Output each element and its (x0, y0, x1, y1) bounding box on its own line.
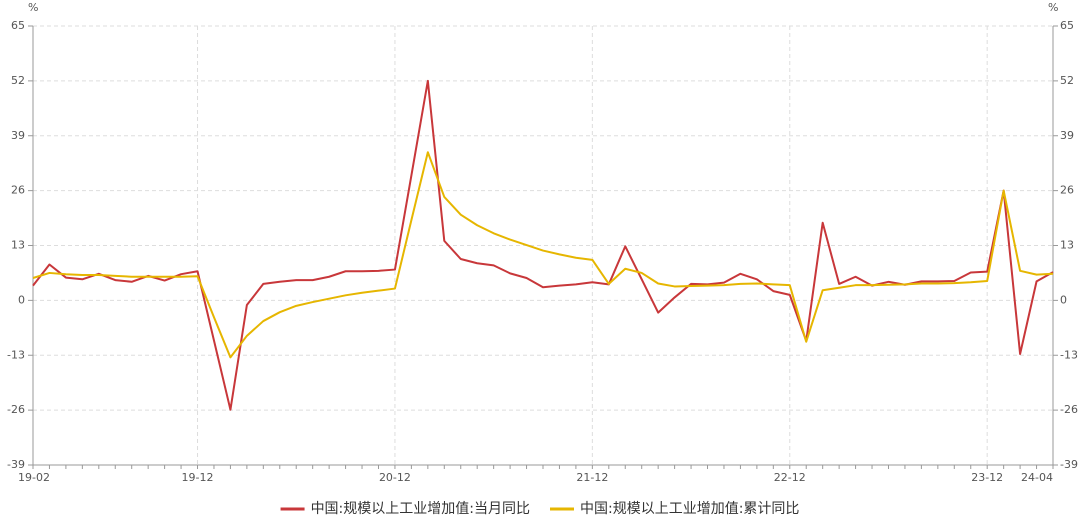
y2-tick-label: 13 (1060, 239, 1074, 252)
y-tick-label: 65 (11, 19, 25, 32)
legend-label: 中国:规模以上工业增加值:累计同比 (580, 501, 799, 517)
series-line (32, 79, 1054, 411)
y-tick-label: 13 (11, 239, 25, 252)
y2-tick-label: -13 (1060, 348, 1078, 361)
x-tick-label: 21-12 (576, 471, 608, 484)
y2-tick-label: 0 (1060, 293, 1067, 306)
y-tick-label: 39 (11, 129, 25, 142)
y-tick-label: 52 (11, 74, 25, 87)
x-tick-label: 23-12 (971, 471, 1003, 484)
legend-label: 中国:规模以上工业增加值:当月同比 (311, 501, 530, 517)
y2-tick-label: -39 (1060, 458, 1078, 471)
y2-tick-label: 39 (1060, 129, 1074, 142)
y-tick-label: 0 (18, 293, 25, 306)
x-tick-label: 22-12 (774, 471, 806, 484)
x-tick-label: 20-12 (379, 471, 411, 484)
y-tick-label: -39 (7, 458, 25, 471)
x-tick-label: 19-02 (18, 471, 50, 484)
y2-tick-label: 26 (1060, 184, 1074, 197)
y2-axis-unit: % (1048, 1, 1058, 14)
x-tick-label: 19-12 (182, 471, 214, 484)
y2-tick-label: 65 (1060, 19, 1074, 32)
y-tick-label: -26 (7, 403, 25, 416)
x-tick-label: 24-04 (1021, 471, 1053, 484)
y2-tick-label: 52 (1060, 74, 1074, 87)
y-axis-unit: % (28, 1, 38, 14)
y-tick-label: -13 (7, 348, 25, 361)
series-line (32, 151, 1054, 359)
y-tick-label: 26 (11, 184, 25, 197)
y2-tick-label: -26 (1060, 403, 1078, 416)
